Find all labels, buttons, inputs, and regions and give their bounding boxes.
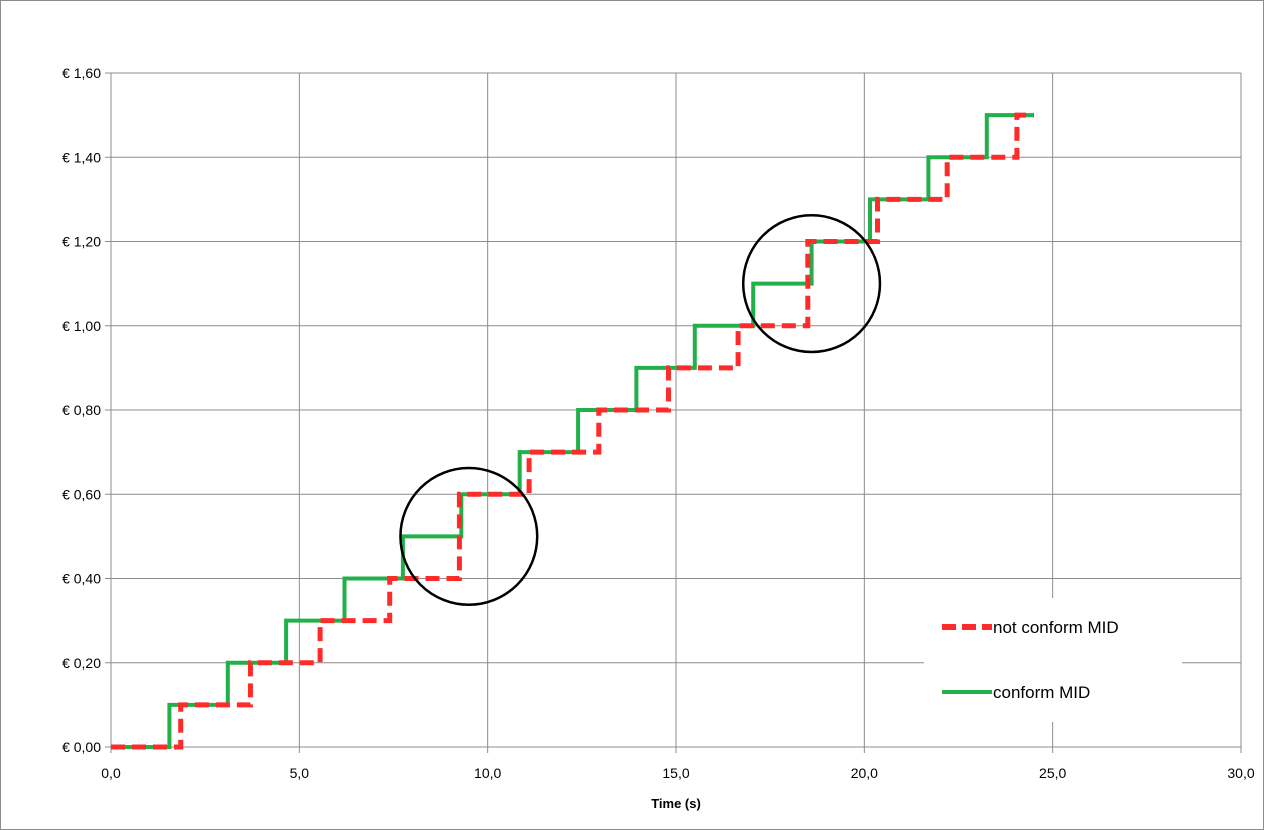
y-tick-label: € 0,00 — [62, 739, 101, 755]
y-tick-label: € 1,60 — [62, 65, 101, 81]
grid-lines — [105, 72, 1242, 753]
y-axis-tick-labels: € 0,00 € 0,20 € 0,40 € 0,60 € 0,80 € 1,00 € 1,… — [62, 65, 101, 755]
x-tick-label: 25,0 — [1039, 765, 1066, 781]
x-tick-label: 10,0 — [474, 765, 501, 781]
series-conform-mid — [111, 113, 1034, 749]
annotation-circle-2 — [741, 213, 882, 354]
y-tick-label: € 0,80 — [62, 402, 101, 418]
legend: not conform MID conform MID — [924, 598, 1182, 722]
x-axis-title: Time (s) — [651, 796, 701, 811]
legend-label-conform-mid: conform MID — [993, 683, 1090, 702]
x-tick-label: 20,0 — [851, 765, 878, 781]
x-axis-tick-labels: 0,0 5,0 10,0 15,0 20,0 25,0 30,0 — [101, 765, 1255, 781]
y-tick-label: € 0,60 — [62, 486, 101, 502]
legend-label-not-conform-mid: not conform MID — [993, 618, 1119, 637]
y-tick-label: € 1,20 — [62, 234, 101, 250]
x-tick-label: 5,0 — [290, 765, 310, 781]
y-tick-label: € 0,40 — [62, 571, 101, 587]
annotation-circle-1 — [399, 466, 539, 607]
annotation-circles — [399, 213, 882, 607]
legend-background — [924, 598, 1182, 722]
x-tick-label: 15,0 — [662, 765, 689, 781]
y-tick-label: € 1,00 — [62, 318, 101, 334]
x-tick-label: 30,0 — [1227, 765, 1254, 781]
x-tick-label: 0,0 — [101, 765, 121, 781]
series-not-conform-mid — [111, 112, 1034, 750]
y-tick-label: € 0,20 — [62, 655, 101, 671]
y-tick-label: € 1,40 — [62, 149, 101, 165]
series-lines — [111, 112, 1034, 750]
